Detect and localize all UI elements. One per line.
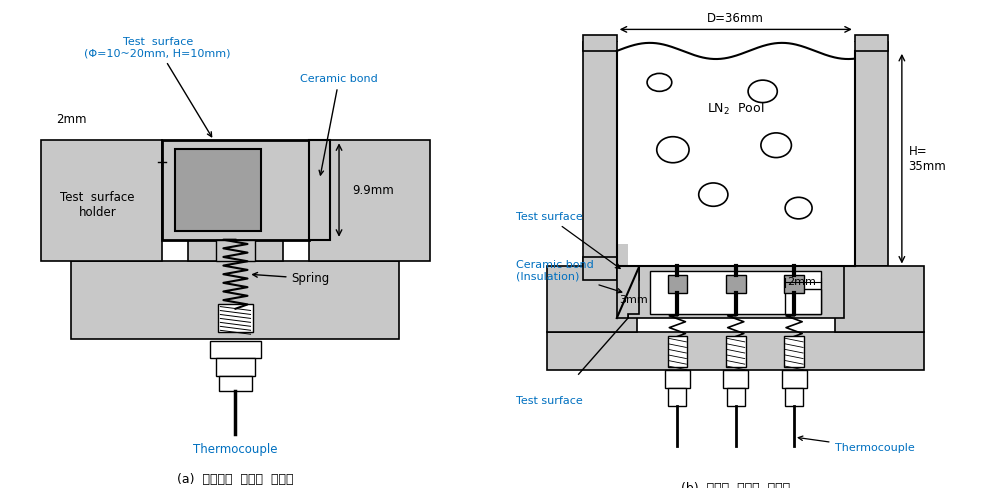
Bar <box>726 275 746 293</box>
Text: Test surface: Test surface <box>516 212 620 268</box>
Bar <box>726 336 746 367</box>
Bar <box>188 240 283 261</box>
Bar <box>218 305 253 332</box>
Bar <box>583 258 617 280</box>
Bar <box>785 289 821 314</box>
Text: Thermocouple: Thermocouple <box>799 436 914 453</box>
Ellipse shape <box>785 197 812 219</box>
Bar <box>727 387 745 406</box>
Bar <box>617 244 628 266</box>
Text: 3mm: 3mm <box>619 295 647 305</box>
Bar <box>216 358 255 376</box>
Bar <box>785 387 803 406</box>
Bar <box>547 266 637 331</box>
Text: Spring: Spring <box>253 272 330 285</box>
Text: Test  surface
holder: Test surface holder <box>60 191 134 219</box>
Text: 2mm: 2mm <box>56 113 86 126</box>
Text: Thermocouple: Thermocouple <box>193 443 278 456</box>
Bar <box>668 387 687 406</box>
Bar <box>784 275 804 293</box>
Bar <box>583 42 617 266</box>
Bar <box>175 149 261 231</box>
Bar <box>835 266 924 331</box>
Ellipse shape <box>749 80 777 102</box>
Text: Test  surface
(Φ=10~20mm, H=10mm): Test surface (Φ=10~20mm, H=10mm) <box>84 37 231 137</box>
Text: Ceramic bond: Ceramic bond <box>300 74 378 175</box>
Text: 9.9mm: 9.9mm <box>352 183 393 197</box>
Bar <box>667 275 688 293</box>
Bar <box>72 261 399 339</box>
Bar <box>309 141 331 240</box>
Bar <box>617 266 640 280</box>
Bar <box>854 42 889 266</box>
Bar <box>210 341 261 358</box>
Ellipse shape <box>656 137 689 163</box>
Text: 2mm: 2mm <box>788 277 816 287</box>
Bar <box>650 271 821 314</box>
Bar <box>216 240 255 261</box>
Bar <box>665 370 690 387</box>
Bar <box>628 266 844 318</box>
Text: (b)  풀비등  실험용  냉각면: (b) 풀비등 실험용 냉각면 <box>681 482 791 488</box>
Bar <box>41 141 162 261</box>
Ellipse shape <box>698 183 728 206</box>
Bar <box>162 141 309 240</box>
Bar <box>583 35 617 51</box>
Text: D=36mm: D=36mm <box>707 12 764 25</box>
Bar <box>617 42 854 266</box>
Text: Test surface: Test surface <box>516 396 583 406</box>
Ellipse shape <box>761 133 792 158</box>
Text: H=
35mm: H= 35mm <box>908 145 947 173</box>
Bar <box>723 370 749 387</box>
Ellipse shape <box>647 73 672 91</box>
Polygon shape <box>617 266 640 318</box>
Bar <box>784 336 804 367</box>
Bar <box>667 336 688 367</box>
Bar <box>309 141 430 261</box>
Bar <box>547 331 924 370</box>
Bar <box>854 35 889 51</box>
Text: LN$_2$  Pool: LN$_2$ Pool <box>707 102 764 117</box>
Bar <box>782 370 806 387</box>
Bar <box>219 376 252 391</box>
Text: (a)  분무냉각  실험용  냉각면: (a) 분무냉각 실험용 냉각면 <box>178 473 293 486</box>
Text: Ceramic bond
(Insulation): Ceramic bond (Insulation) <box>516 260 622 293</box>
